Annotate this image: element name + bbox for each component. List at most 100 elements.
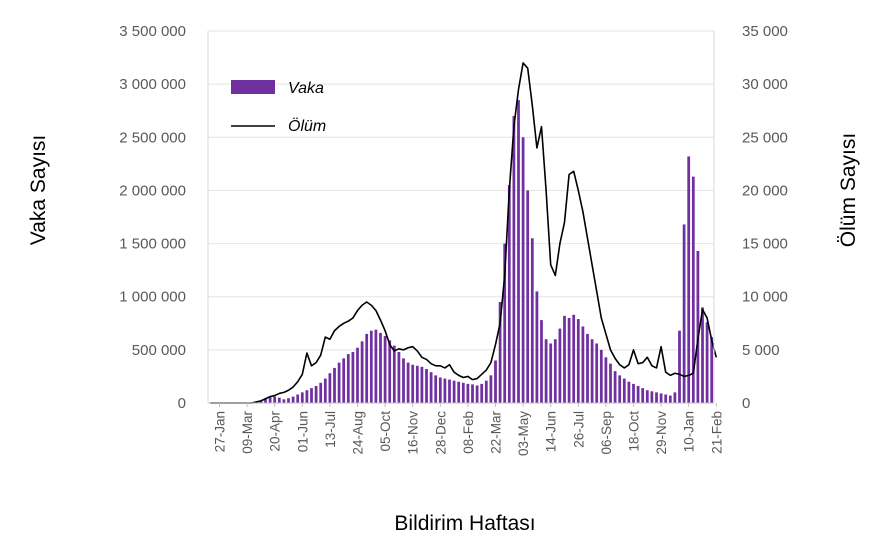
left-axis-ticks: 0 500 000 1 000 000 1 500 000 2 000 000 2 500…: [119, 23, 186, 412]
x-tick-label: 01-Jun: [295, 411, 310, 452]
case-bar: [314, 385, 318, 403]
case-bar: [599, 349, 603, 403]
x-tick-label: 27-Jan: [213, 411, 228, 452]
case-bar: [494, 360, 497, 403]
case-bar: [563, 315, 566, 403]
y-tick-label: 1 000 000: [119, 289, 186, 306]
case-bar: [351, 351, 355, 403]
case-bar: [586, 333, 589, 403]
y2-tick-label: 5 000: [742, 342, 780, 359]
x-tick-label: 13-Jul: [323, 411, 338, 448]
case-bar: [259, 401, 263, 403]
case-bar: [406, 362, 410, 403]
y2-tick-label: 20 000: [742, 182, 788, 199]
case-bar: [346, 354, 350, 403]
y-tick-label: 2 000 000: [119, 182, 186, 199]
case-bar: [480, 383, 484, 403]
x-tick-label: 16-Nov: [406, 411, 421, 455]
x-tick-label: 20-Apr: [268, 411, 283, 452]
x-tick-label: 08-Feb: [461, 411, 476, 454]
case-bar: [553, 339, 557, 403]
case-bar: [300, 392, 304, 403]
case-bar: [645, 390, 649, 403]
x-tick-label: 09-Mar: [240, 411, 255, 454]
case-bar: [489, 375, 493, 403]
case-bar: [365, 333, 369, 403]
x-tick-label: 21-Feb: [709, 411, 724, 454]
case-bar: [682, 224, 686, 403]
case-bar: [420, 366, 424, 403]
case-bar: [282, 399, 286, 403]
case-bar: [710, 337, 714, 403]
case-bar: [328, 373, 332, 403]
case-bar: [705, 322, 709, 403]
case-bar: [383, 336, 387, 403]
case-bar: [581, 326, 585, 403]
case-bar: [461, 382, 465, 403]
case-bar: [475, 385, 479, 403]
case-bar: [379, 332, 382, 403]
case-bar: [333, 367, 336, 403]
case-bar: [627, 381, 631, 403]
case-bar: [388, 340, 392, 403]
case-bar: [342, 358, 346, 403]
case-bar: [448, 379, 451, 403]
gridlines: [208, 30, 714, 351]
case-bar: [622, 378, 626, 403]
y2-tick-label: 30 000: [742, 76, 788, 93]
case-bar: [659, 393, 663, 403]
case-bar: [319, 382, 323, 403]
case-bar: [567, 317, 571, 403]
case-bar: [356, 347, 359, 403]
case-bar: [673, 392, 677, 403]
case-bar: [268, 397, 272, 403]
case-bar: [296, 394, 300, 403]
legend: Vaka Ölüm: [231, 80, 326, 135]
y-tick-label: 0: [178, 395, 186, 412]
y2-tick-label: 25 000: [742, 129, 788, 146]
case-bars: [250, 100, 714, 404]
case-bar: [397, 351, 401, 403]
case-bar: [613, 371, 617, 403]
x-tick-label: 05-Oct: [378, 411, 393, 452]
case-bar: [544, 339, 548, 403]
case-bar: [369, 330, 373, 403]
case-bar: [517, 100, 520, 403]
case-bar: [521, 137, 525, 404]
y2-tick-label: 0: [742, 395, 750, 412]
case-bar: [507, 185, 511, 403]
y2-tick-label: 35 000: [742, 23, 788, 40]
x-tick-label: 26-Jul: [571, 411, 586, 448]
case-bar: [655, 392, 658, 403]
case-bar: [277, 397, 281, 403]
case-bar: [411, 364, 415, 403]
case-bar: [696, 251, 700, 403]
case-bar: [609, 363, 612, 403]
x-tick-label: 06-Sep: [599, 411, 614, 455]
x-tick-label: 29-Nov: [654, 411, 669, 455]
x-tick-label: 03-May: [516, 411, 531, 456]
case-bar: [618, 375, 622, 403]
legend-swatch-cases: [231, 80, 275, 94]
case-bar: [701, 307, 704, 403]
case-bar: [273, 396, 277, 403]
case-bar: [530, 238, 534, 403]
case-bar: [484, 380, 488, 403]
case-bar: [604, 357, 608, 403]
case-bar: [498, 302, 502, 403]
case-bar: [558, 328, 562, 403]
right-axis-ticks: 0 5 000 10 000 15 000 20 000 25 000 30 000 35 0…: [742, 23, 788, 412]
case-bar: [549, 343, 553, 403]
y2-tick-label: 15 000: [742, 236, 788, 253]
legend-label-cases: Vaka: [288, 80, 324, 97]
case-bar: [503, 243, 507, 403]
y-tick-label: 500 000: [132, 342, 186, 359]
case-bar: [310, 388, 313, 403]
y-tick-label: 3 000 000: [119, 76, 186, 93]
case-bar: [305, 390, 309, 403]
x-tick-label: 22-Mar: [489, 411, 504, 454]
case-bar: [438, 377, 442, 403]
x-tick-label: 18-Oct: [627, 411, 642, 452]
case-bar: [425, 368, 428, 403]
